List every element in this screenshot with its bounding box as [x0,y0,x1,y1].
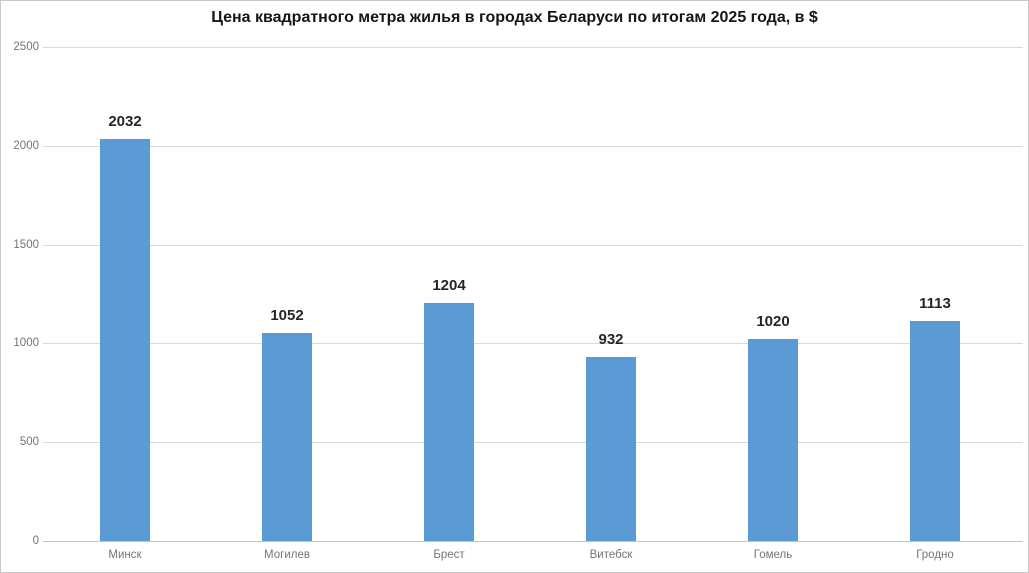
x-axis-category-label: Брест [389,549,509,561]
bar-value-label: 1204 [404,277,494,294]
y-axis-tick-label: 0 [5,534,39,548]
x-axis-category-label: Витебск [551,549,671,561]
bar [748,339,798,541]
gridline [43,47,1023,48]
x-axis-category-label: Гродно [875,549,995,561]
gridline [43,442,1023,443]
y-axis-tick-label: 1500 [5,238,39,252]
gridline [43,541,1023,542]
y-axis-tick-label: 1000 [5,336,39,350]
bar-value-label: 1113 [890,295,980,312]
bar-value-label: 2032 [80,113,170,130]
bar-value-label: 1020 [728,313,818,330]
gridline [43,343,1023,344]
bar [100,139,150,541]
chart-title: Цена квадратного метра жилья в городах Б… [1,9,1028,27]
y-axis-tick-label: 500 [5,435,39,449]
x-axis-category-label: Могилев [227,549,347,561]
y-axis-tick-label: 2500 [5,40,39,54]
bar-value-label: 932 [566,331,656,348]
chart-canvas: Цена квадратного метра жилья в городах Б… [0,0,1029,573]
bar [586,357,636,541]
y-axis-tick-label: 2000 [5,139,39,153]
bar [262,333,312,541]
x-axis-category-label: Минск [65,549,185,561]
bar [910,321,960,541]
gridline [43,245,1023,246]
bar [424,303,474,541]
x-axis-category-label: Гомель [713,549,833,561]
bar-value-label: 1052 [242,307,332,324]
gridline [43,146,1023,147]
